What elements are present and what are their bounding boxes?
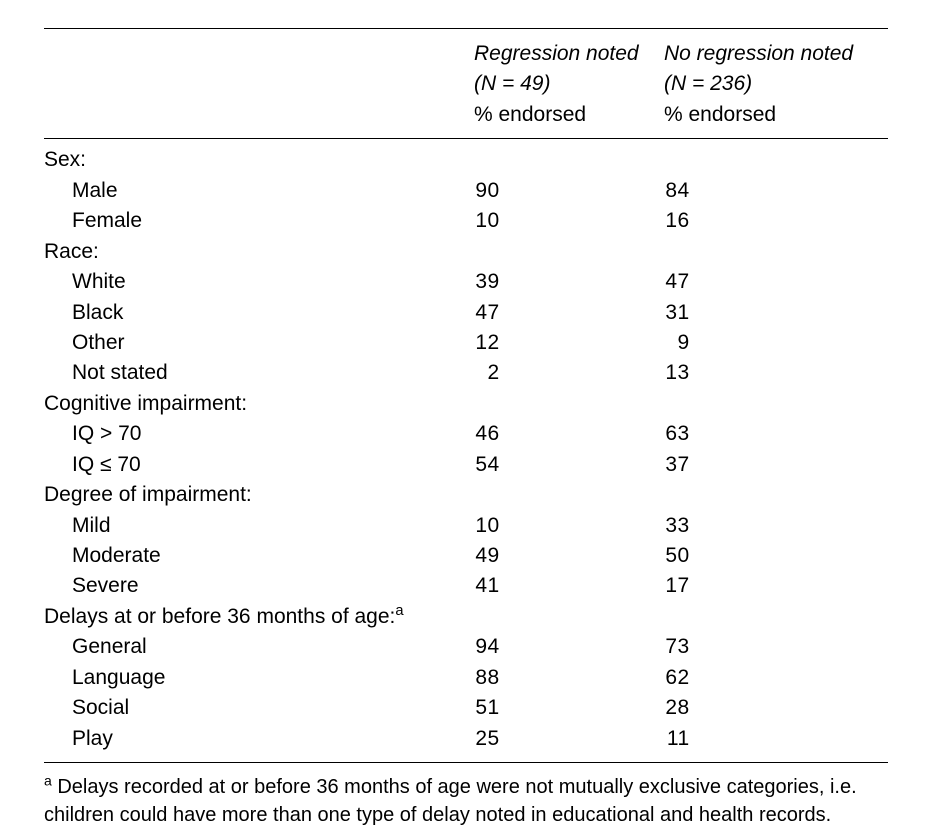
row-value-regression: 10 bbox=[474, 206, 664, 236]
row-label: Social bbox=[44, 693, 474, 723]
row-value-regression: 41 bbox=[474, 571, 664, 601]
table-row: Black4731 bbox=[44, 298, 888, 328]
table-row: Delays at or before 36 months of age:a bbox=[44, 602, 888, 632]
header-col2-line1: No regression noted bbox=[664, 39, 854, 69]
row-value-no-regression: 16 bbox=[664, 206, 854, 236]
row-label: Other bbox=[44, 328, 474, 358]
row-value-regression: 47 bbox=[474, 298, 664, 328]
row-value-regression: 10 bbox=[474, 511, 664, 541]
table-header: Regression noted (N = 49) % endorsed No … bbox=[44, 28, 888, 139]
row-label: Language bbox=[44, 663, 474, 693]
row-value-no-regression: 31 bbox=[664, 298, 854, 328]
data-table: Regression noted (N = 49) % endorsed No … bbox=[44, 28, 888, 763]
row-value-regression: 46 bbox=[474, 419, 664, 449]
row-value-no-regression: 28 bbox=[664, 693, 854, 723]
table-row: IQ > 704663 bbox=[44, 419, 888, 449]
row-label: Female bbox=[44, 206, 474, 236]
row-value-regression: 12 bbox=[474, 328, 664, 358]
table-row: IQ ≤ 705437 bbox=[44, 450, 888, 480]
table-row: Moderate4950 bbox=[44, 541, 888, 571]
row-label: General bbox=[44, 632, 474, 662]
row-value-no-regression: 13 bbox=[664, 358, 854, 388]
group-title: Race: bbox=[44, 237, 474, 267]
row-label: IQ > 70 bbox=[44, 419, 474, 449]
group-title: Degree of impairment: bbox=[44, 480, 474, 510]
row-value-no-regression: 63 bbox=[664, 419, 854, 449]
row-label: IQ ≤ 70 bbox=[44, 450, 474, 480]
table-row: Language8862 bbox=[44, 663, 888, 693]
table-row: Sex: bbox=[44, 145, 888, 175]
table-row: Not stated 213 bbox=[44, 358, 888, 388]
table-row: Mild1033 bbox=[44, 511, 888, 541]
row-label: Severe bbox=[44, 571, 474, 601]
row-value-no-regression: 33 bbox=[664, 511, 854, 541]
group-title-sup: a bbox=[395, 603, 403, 619]
row-value-regression: 49 bbox=[474, 541, 664, 571]
table-row: Race: bbox=[44, 237, 888, 267]
row-label: Black bbox=[44, 298, 474, 328]
row-label: Play bbox=[44, 724, 474, 754]
group-title: Delays at or before 36 months of age:a bbox=[44, 602, 474, 632]
row-label: Male bbox=[44, 176, 474, 206]
header-stub bbox=[44, 39, 474, 130]
group-title: Cognitive impairment: bbox=[44, 389, 474, 419]
row-value-regression: 88 bbox=[474, 663, 664, 693]
table-row: White3947 bbox=[44, 267, 888, 297]
table-row: Cognitive impairment: bbox=[44, 389, 888, 419]
group-title: Sex: bbox=[44, 145, 474, 175]
row-value-no-regression: 17 bbox=[664, 571, 854, 601]
row-value-regression: 94 bbox=[474, 632, 664, 662]
footnote-text: Delays recorded at or before 36 months o… bbox=[44, 776, 857, 826]
row-label: White bbox=[44, 267, 474, 297]
row-value-no-regression: 9 bbox=[664, 328, 854, 358]
footnote-marker: a bbox=[44, 772, 52, 788]
table-row: Degree of impairment: bbox=[44, 480, 888, 510]
row-value-regression: 54 bbox=[474, 450, 664, 480]
header-col1-line1: Regression noted bbox=[474, 39, 664, 69]
row-value-no-regression: 37 bbox=[664, 450, 854, 480]
row-value-no-regression: 84 bbox=[664, 176, 854, 206]
table-row: Female1016 bbox=[44, 206, 888, 236]
header-col2-line3: % endorsed bbox=[664, 100, 854, 130]
row-value-no-regression: 11 bbox=[664, 724, 854, 754]
table-row: Play2511 bbox=[44, 724, 888, 754]
header-col-no-regression: No regression noted (N = 236) % endorsed bbox=[664, 39, 854, 130]
row-value-no-regression: 47 bbox=[664, 267, 854, 297]
row-label: Not stated bbox=[44, 358, 474, 388]
table-footnote: a Delays recorded at or before 36 months… bbox=[44, 763, 888, 829]
row-label: Moderate bbox=[44, 541, 474, 571]
table-row: Other12 9 bbox=[44, 328, 888, 358]
table-row: General9473 bbox=[44, 632, 888, 662]
row-label: Mild bbox=[44, 511, 474, 541]
table-body: Sex:Male9084Female1016Race:White3947Blac… bbox=[44, 139, 888, 763]
table-row: Severe4117 bbox=[44, 571, 888, 601]
row-value-regression: 51 bbox=[474, 693, 664, 723]
row-value-regression: 2 bbox=[474, 358, 664, 388]
row-value-no-regression: 50 bbox=[664, 541, 854, 571]
header-col-regression: Regression noted (N = 49) % endorsed bbox=[474, 39, 664, 130]
header-col1-line3: % endorsed bbox=[474, 100, 664, 130]
row-value-no-regression: 73 bbox=[664, 632, 854, 662]
header-col2-line2: (N = 236) bbox=[664, 69, 854, 99]
row-value-no-regression: 62 bbox=[664, 663, 854, 693]
header-col1-line2: (N = 49) bbox=[474, 69, 664, 99]
table-row: Male9084 bbox=[44, 176, 888, 206]
row-value-regression: 90 bbox=[474, 176, 664, 206]
row-value-regression: 39 bbox=[474, 267, 664, 297]
table-row: Social5128 bbox=[44, 693, 888, 723]
row-value-regression: 25 bbox=[474, 724, 664, 754]
